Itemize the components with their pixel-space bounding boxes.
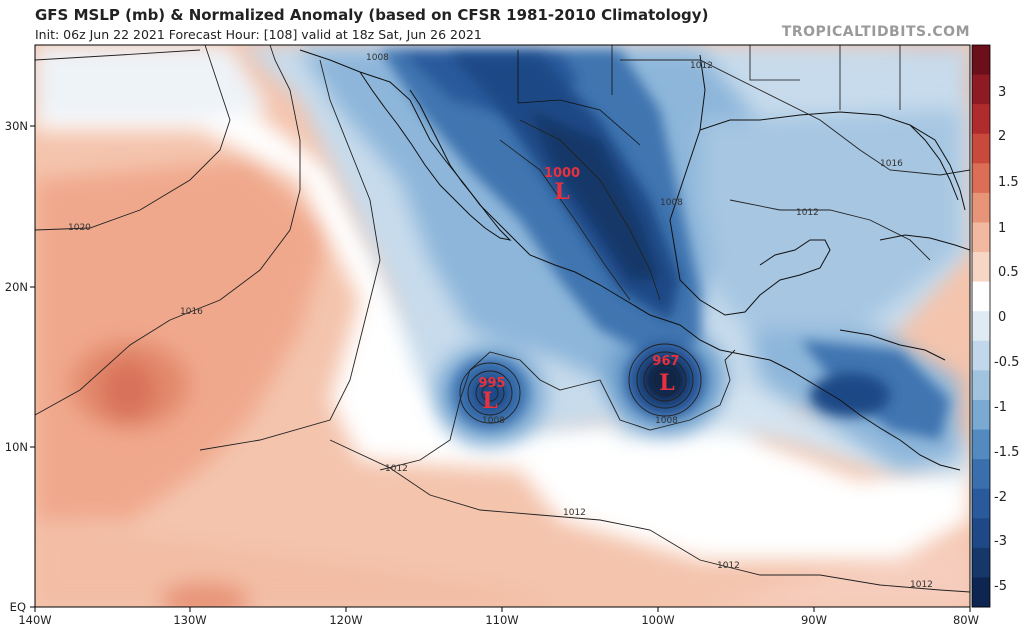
lat-tick-label: 10N — [5, 440, 28, 454]
low-value: 995 — [478, 376, 505, 391]
colorbar-label: 0.5 — [998, 265, 1019, 280]
colorbar-label: 0 — [998, 310, 1006, 325]
colorbar-label: 3 — [998, 85, 1006, 100]
isobars — [35, 45, 970, 593]
isobar-label: 1008 — [660, 198, 683, 208]
isobar-label: 1012 — [563, 508, 586, 518]
brand-watermark: TROPICALTIDBITS.COM — [781, 24, 970, 40]
colorbar-swatch — [972, 488, 990, 519]
isobar-label: 1008 — [366, 53, 389, 63]
isobar-label: 1012 — [796, 208, 819, 218]
isobar-label: 1012 — [690, 61, 713, 71]
colorbar-label: 1.5 — [998, 175, 1019, 190]
low-symbol: L — [554, 179, 569, 205]
colorbar-swatch — [972, 311, 990, 342]
isobar-label: 1016 — [880, 159, 903, 169]
lon-tick-label: 130W — [173, 613, 206, 627]
lon-tick-label: 80W — [953, 613, 979, 627]
latitude-axis: 30N 20N 10N EQ — [5, 119, 35, 614]
lat-tick-label: 20N — [5, 280, 28, 294]
colorbar-label: -1.5 — [994, 445, 1019, 460]
lon-tick-label: 110W — [485, 613, 518, 627]
colorbar-swatch — [972, 74, 990, 105]
colorbar-label: -2 — [994, 490, 1007, 505]
colorbar-swatch — [972, 429, 990, 460]
isobar-label: 1012 — [910, 580, 933, 590]
lon-tick-label: 120W — [329, 613, 362, 627]
isobar-labels: 1008 1012 1016 1020 1016 1012 1008 1008 … — [68, 53, 933, 590]
coastlines — [299, 45, 970, 471]
isobar-label: 1012 — [717, 561, 740, 571]
colorbar-label: -5 — [994, 579, 1007, 594]
longitude-axis: 140W 130W 120W 110W 100W 90W 80W — [18, 607, 979, 627]
colorbar-label: -3 — [994, 534, 1007, 549]
colorbar-swatch — [972, 222, 990, 253]
lat-tick-label: EQ — [10, 600, 26, 614]
low-symbol: L — [659, 370, 674, 396]
colorbar-swatches — [972, 45, 990, 608]
lat-tick-label: 30N — [5, 119, 28, 133]
low-value: 967 — [652, 354, 679, 369]
isobar-label: 1020 — [68, 223, 91, 233]
colorbar-swatch — [972, 281, 990, 312]
colorbar-swatch — [972, 370, 990, 401]
colorbar-frame — [971, 44, 991, 608]
colorbar-label: -0.5 — [994, 355, 1019, 370]
colorbar-label: 2 — [998, 129, 1006, 144]
isobar-label: 1008 — [482, 416, 505, 426]
map-title: GFS MSLP (mb) & Normalized Anomaly (base… — [35, 6, 709, 24]
map-subtitle: Init: 06z Jun 22 2021 Forecast Hour: [10… — [35, 27, 482, 42]
colorbar-swatch — [972, 577, 990, 608]
anomaly-field — [35, 45, 970, 607]
colorbar-swatch — [972, 399, 990, 431]
colorbar-swatch — [972, 518, 990, 549]
isobar-label: 1008 — [655, 416, 678, 426]
colorbar-label: 1 — [998, 221, 1006, 236]
colorbar-swatch — [972, 104, 990, 135]
lon-tick-label: 140W — [18, 613, 51, 627]
colorbar-swatch — [972, 252, 990, 283]
isobar-label: 1012 — [385, 464, 408, 474]
colorbar-swatch — [972, 133, 990, 164]
isobar-label: 1016 — [180, 307, 203, 317]
colorbar-swatch — [972, 45, 990, 76]
colorbar-swatch — [972, 459, 990, 490]
colorbar-swatch — [972, 192, 990, 223]
lon-tick-label: 90W — [801, 613, 827, 627]
colorbar-swatch — [972, 340, 990, 371]
low-symbol: L — [482, 388, 497, 414]
lon-tick-label: 100W — [641, 613, 674, 627]
colorbar: 3 2 1.5 1 0.5 0 -0.5 -1 -1.5 -2 -3 -5 — [971, 44, 1019, 608]
colorbar-label: -1 — [994, 400, 1007, 415]
low-value: 1000 — [544, 166, 580, 181]
colorbar-swatch — [972, 163, 990, 194]
colorbar-swatch — [972, 547, 990, 578]
low-pressure-centers: 1000 L 995 L 967 L — [478, 166, 679, 414]
